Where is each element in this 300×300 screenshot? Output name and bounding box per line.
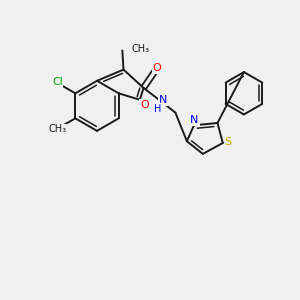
Text: N: N — [190, 115, 199, 125]
Text: Cl: Cl — [52, 77, 63, 87]
Text: O: O — [140, 100, 149, 110]
Text: N: N — [158, 95, 167, 105]
Text: CH₃: CH₃ — [131, 44, 149, 54]
Text: S: S — [225, 137, 232, 147]
Text: H: H — [154, 104, 161, 114]
Text: O: O — [153, 63, 161, 73]
Text: CH₃: CH₃ — [48, 124, 66, 134]
